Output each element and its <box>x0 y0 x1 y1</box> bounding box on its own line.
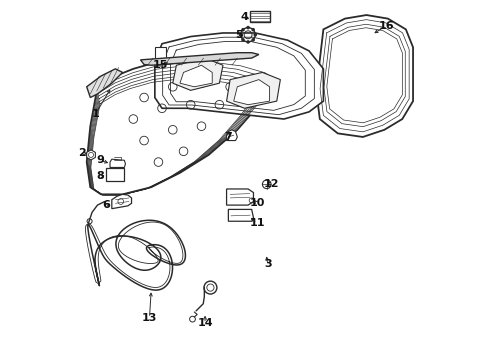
Circle shape <box>252 39 254 41</box>
Text: 10: 10 <box>249 198 264 208</box>
Polygon shape <box>226 130 237 140</box>
Text: 3: 3 <box>264 259 271 269</box>
Polygon shape <box>233 80 269 105</box>
Polygon shape <box>249 12 269 22</box>
FancyBboxPatch shape <box>105 168 124 181</box>
Polygon shape <box>155 33 323 119</box>
Text: 6: 6 <box>102 200 110 210</box>
Text: 11: 11 <box>249 218 264 228</box>
Circle shape <box>239 34 242 36</box>
Text: 14: 14 <box>197 319 212 328</box>
Text: 16: 16 <box>378 21 393 31</box>
Text: 1: 1 <box>92 109 100 119</box>
Circle shape <box>246 27 249 29</box>
Text: 7: 7 <box>224 132 232 142</box>
Polygon shape <box>110 159 125 167</box>
Text: 13: 13 <box>142 313 157 323</box>
Text: 2: 2 <box>79 148 86 158</box>
Polygon shape <box>228 210 253 221</box>
Polygon shape <box>86 150 95 160</box>
Polygon shape <box>86 69 122 98</box>
Circle shape <box>242 39 244 41</box>
Circle shape <box>254 34 256 36</box>
Polygon shape <box>140 53 258 65</box>
Polygon shape <box>316 15 412 137</box>
Text: 4: 4 <box>240 12 248 22</box>
Text: 9: 9 <box>96 155 104 165</box>
Text: 8: 8 <box>96 171 104 181</box>
Polygon shape <box>226 189 253 205</box>
Text: 5: 5 <box>235 30 243 40</box>
Polygon shape <box>172 58 223 90</box>
Circle shape <box>252 28 254 31</box>
Text: 15: 15 <box>152 60 167 70</box>
Polygon shape <box>180 65 212 87</box>
Circle shape <box>246 41 249 43</box>
Text: 12: 12 <box>263 179 279 189</box>
Circle shape <box>242 28 244 31</box>
Polygon shape <box>226 72 280 108</box>
Polygon shape <box>86 58 280 194</box>
Polygon shape <box>112 194 131 209</box>
Polygon shape <box>155 47 165 62</box>
